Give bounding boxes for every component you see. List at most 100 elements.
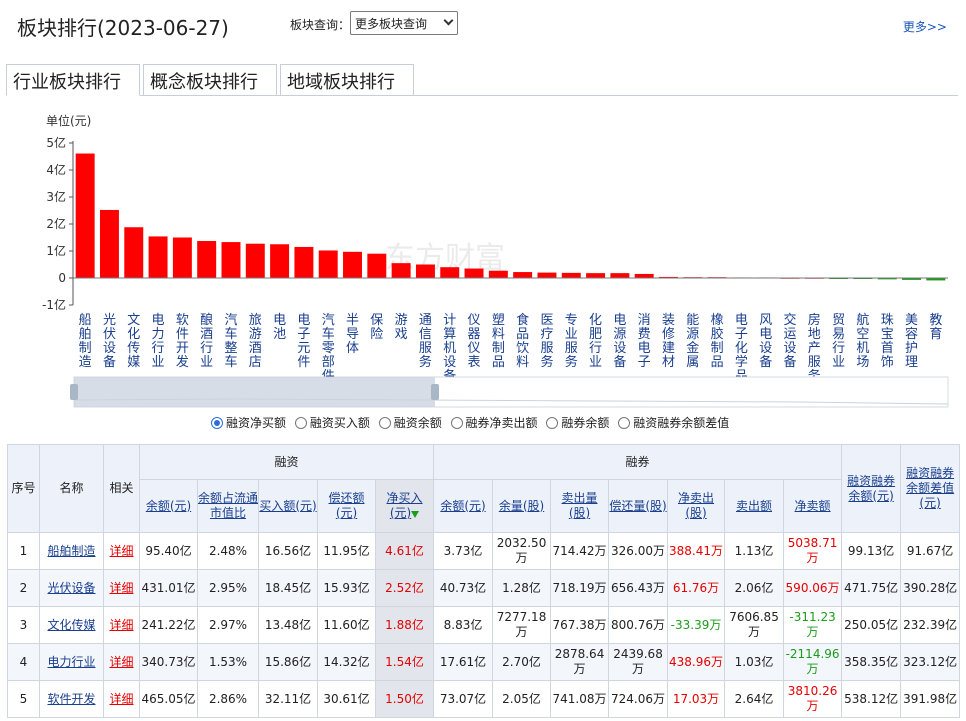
- range-slider-selection[interactable]: [74, 377, 435, 407]
- bar[interactable]: [343, 251, 362, 278]
- page-header: 板块排行(2023-06-27) 板块查询： 更多板块查询 更多>>: [0, 0, 966, 50]
- bar[interactable]: [610, 273, 630, 278]
- bar[interactable]: [537, 272, 557, 278]
- bar[interactable]: [197, 241, 217, 278]
- radio-margin-net-buy[interactable]: 融资净买额: [211, 414, 286, 431]
- bar[interactable]: [270, 244, 290, 278]
- range-slider[interactable]: [70, 376, 949, 408]
- sector-name-link[interactable]: 船舶制造: [47, 543, 96, 558]
- col-margin-ratio[interactable]: 余额占流通市值比: [197, 479, 259, 533]
- radio-label: 融资余额: [393, 416, 442, 430]
- col-short-repay-qty[interactable]: 偿还量(股): [608, 479, 669, 533]
- col-short-sell-qty[interactable]: 卖出量(股): [550, 479, 610, 533]
- cell-short-net-qty: 438.96万: [667, 643, 726, 681]
- sector-name-link[interactable]: 电力行业: [47, 654, 96, 669]
- y-tick-label: 4亿: [46, 162, 66, 177]
- col-short-balance[interactable]: 余额(元): [433, 479, 494, 533]
- col-balance-diff[interactable]: 融资融券余额差值(元): [900, 444, 961, 533]
- col-short-sell-amt[interactable]: 卖出额: [724, 479, 785, 533]
- detail-link[interactable]: 详细: [109, 691, 134, 706]
- bar[interactable]: [634, 273, 654, 278]
- sort-total-balance[interactable]: 融资融券余额(元): [847, 473, 896, 503]
- sort-margin-ratio[interactable]: 余额占流通市值比: [198, 491, 259, 520]
- range-slider-right-handle[interactable]: [431, 384, 439, 400]
- detail-link[interactable]: 详细: [109, 654, 134, 669]
- sort-margin-buy[interactable]: 买入额(元): [259, 498, 317, 513]
- bar[interactable]: [877, 278, 897, 280]
- sort-short-repay-qty[interactable]: 偿还量(股): [609, 498, 667, 513]
- col-total-balance[interactable]: 融资融券余额(元): [841, 444, 902, 533]
- bar[interactable]: [902, 278, 922, 280]
- sector-name-link[interactable]: 软件开发: [47, 691, 96, 706]
- detail-link[interactable]: 详细: [109, 617, 134, 632]
- table-row: 1 船舶制造 详细 95.40亿 2.48% 16.56亿 11.95亿 4.61亿 3.73亿…: [7, 532, 961, 570]
- sort-margin-net[interactable]: 净买入(元): [386, 491, 423, 520]
- detail-link[interactable]: 详细: [109, 580, 134, 595]
- cell-margin-buy: 13.48亿: [258, 606, 318, 644]
- cell-short-balance: 73.07亿: [433, 680, 494, 718]
- cell-seq: 5: [7, 680, 40, 718]
- bar[interactable]: [415, 264, 435, 279]
- bar[interactable]: [294, 246, 314, 278]
- bar[interactable]: [586, 273, 606, 278]
- radio-short-net-sell[interactable]: 融券净卖出额: [450, 414, 538, 431]
- radio-margin-balance[interactable]: 融资余额: [378, 414, 442, 431]
- tab-industry[interactable]: 行业板块排行: [6, 64, 140, 96]
- radio-short-balance[interactable]: 融券余额: [546, 414, 609, 431]
- radio-dot: [378, 417, 391, 429]
- col-margin-balance[interactable]: 余额(元): [139, 479, 198, 533]
- bar[interactable]: [464, 268, 484, 278]
- bar[interactable]: [367, 253, 387, 278]
- sort-margin-repay[interactable]: 偿还额(元): [328, 491, 365, 520]
- radio-margin-buy[interactable]: 融资买入额: [294, 414, 370, 431]
- sort-short-qty[interactable]: 余量(股): [498, 498, 545, 513]
- cell-seq: 4: [7, 643, 40, 681]
- sort-short-balance[interactable]: 余额(元): [440, 498, 486, 513]
- sector-name-link[interactable]: 文化传媒: [47, 617, 96, 632]
- bar[interactable]: [391, 263, 411, 278]
- cell-margin-balance: 340.73亿: [139, 643, 198, 681]
- radio-balance-diff[interactable]: 融资融券余额差值: [618, 414, 729, 431]
- bar[interactable]: [318, 250, 338, 278]
- sort-balance-diff[interactable]: 融资融券余额差值(元): [906, 466, 955, 510]
- detail-link[interactable]: 详细: [109, 543, 134, 558]
- sector-query-select[interactable]: 更多板块查询: [350, 11, 458, 35]
- col-margin-buy[interactable]: 买入额(元): [258, 479, 318, 533]
- col-short-net-amt[interactable]: 净卖额: [783, 479, 843, 533]
- cell-margin-ratio: 2.48%: [197, 532, 259, 570]
- x-category-label: 航空机场: [856, 312, 869, 370]
- bar[interactable]: [75, 153, 95, 278]
- bar[interactable]: [513, 272, 533, 278]
- col-margin-repay[interactable]: 偿还额(元): [317, 479, 376, 533]
- col-short-net-qty[interactable]: 净卖出(股): [667, 479, 726, 533]
- bar[interactable]: [172, 237, 192, 279]
- sort-margin-balance[interactable]: 余额(元): [145, 498, 192, 513]
- radio-label: 融资融券余额差值: [633, 416, 730, 430]
- bar[interactable]: [561, 272, 581, 278]
- range-slider-left-handle[interactable]: [70, 384, 78, 400]
- bar[interactable]: [99, 209, 119, 278]
- cell-margin-balance: 431.01亿: [139, 569, 198, 607]
- bar[interactable]: [440, 267, 460, 278]
- tab-region[interactable]: 地域板块排行: [280, 64, 414, 96]
- col-seq: 序号: [7, 444, 40, 533]
- cell-margin-repay: 11.95亿: [317, 532, 376, 570]
- sort-short-net-qty[interactable]: 净卖出(股): [678, 491, 715, 520]
- col-short-qty[interactable]: 余量(股): [492, 479, 552, 533]
- sort-short-sell-amt[interactable]: 卖出额: [736, 498, 773, 513]
- col-margin-net[interactable]: 净买入(元): [374, 479, 435, 533]
- bar[interactable]: [659, 276, 678, 278]
- bar[interactable]: [926, 278, 946, 281]
- sector-name-link[interactable]: 光伏设备: [47, 580, 96, 595]
- sort-short-sell-qty[interactable]: 卖出量(股): [561, 491, 598, 520]
- bar[interactable]: [221, 242, 241, 278]
- bar[interactable]: [488, 270, 508, 278]
- bar[interactable]: [245, 243, 265, 278]
- more-link[interactable]: 更多>>: [902, 20, 947, 34]
- sort-short-net-amt[interactable]: 净卖额: [794, 498, 831, 513]
- bar[interactable]: [148, 236, 168, 278]
- tab-concept[interactable]: 概念板块排行: [143, 64, 277, 96]
- cell-margin-net: 1.54亿: [374, 643, 435, 681]
- bar[interactable]: [124, 227, 144, 278]
- table-row: 5 软件开发 详细 465.05亿 2.86% 32.11亿 30.61亿 1.50亿 73.0…: [7, 680, 961, 718]
